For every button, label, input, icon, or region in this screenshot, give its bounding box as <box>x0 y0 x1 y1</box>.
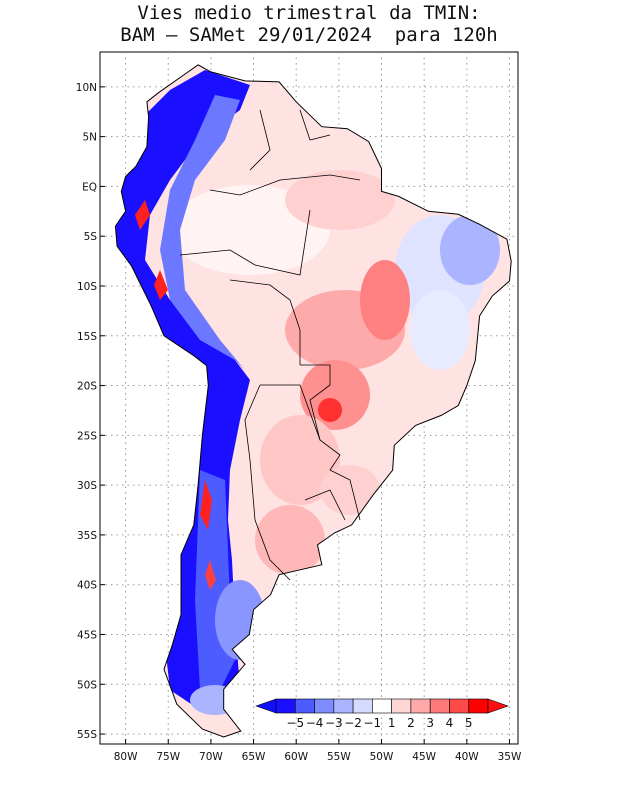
colorbar-label: −4 <box>306 716 324 730</box>
lat-tick-label: 45S <box>77 629 97 641</box>
lon-tick-label: 45W <box>412 751 436 763</box>
lon-tick-label: 60W <box>284 751 308 763</box>
latitude-axis: 10N 5N EQ 5S 10S 15S 20S 25S 30S 35S 40S 45S 50S 55S <box>76 82 105 741</box>
title-line-2: BAM – SAMet 29/01/2024 para 120h <box>120 24 498 46</box>
lat-tick-label: 10N <box>76 82 97 94</box>
colorbar-label: −3 <box>325 716 343 730</box>
lat-tick-label: 5S <box>84 231 98 243</box>
lon-tick-label: 75W <box>156 751 180 763</box>
lon-tick-label: 50W <box>370 751 394 763</box>
lon-tick-label: 80W <box>114 751 138 763</box>
colorbar-swatch <box>468 698 489 714</box>
lat-tick-label: 55S <box>77 729 97 741</box>
colorbar: −5 −4 −3 −2 −1 1 2 3 4 5 <box>255 698 509 730</box>
lat-tick-label: 5N <box>82 132 97 144</box>
lon-tick-label: 70W <box>199 751 223 763</box>
lon-tick-label: 35W <box>498 751 522 763</box>
lat-tick-label: 40S <box>77 580 97 592</box>
colorbar-swatch <box>410 698 431 714</box>
colorbar-label: 3 <box>426 716 434 730</box>
lat-tick-label: EQ <box>82 181 97 193</box>
colorbar-label: 2 <box>407 716 415 730</box>
lon-tick-label: 40W <box>455 751 479 763</box>
colorbar-label: −2 <box>344 716 362 730</box>
coastline <box>114 64 512 738</box>
colorbar-label: −5 <box>286 716 304 730</box>
colorbar-label: 1 <box>388 716 396 730</box>
lat-tick-label: 50S <box>77 679 97 691</box>
colorbar-label: 5 <box>465 716 473 730</box>
lon-tick-label: 55W <box>327 751 351 763</box>
colorbar-swatch <box>372 698 392 714</box>
lat-tick-label: 30S <box>77 480 97 492</box>
lat-tick-label: 15S <box>77 331 97 343</box>
lat-tick-label: 35S <box>77 530 97 542</box>
lon-tick-label: 65W <box>242 751 266 763</box>
colorbar-swatch <box>314 698 335 714</box>
map-title: Vies medio trimestral da TMIN: BAM – SAM… <box>0 2 618 46</box>
lat-tick-label: 20S <box>77 381 97 393</box>
colorbar-swatch <box>333 698 354 714</box>
lat-tick-label: 10S <box>77 281 97 293</box>
title-line-1: Vies medio trimestral da TMIN: <box>137 2 481 24</box>
colorbar-swatch <box>294 698 315 714</box>
colorbar-swatch <box>352 698 373 714</box>
colorbar-swatch <box>275 698 296 714</box>
country-borders <box>179 109 361 581</box>
lat-tick-label: 25S <box>77 430 97 442</box>
colorbar-swatch <box>449 698 470 714</box>
colorbar-swatch <box>391 698 412 714</box>
colorbar-label: −1 <box>364 716 382 730</box>
colorbar-swatch <box>429 698 450 714</box>
longitude-axis: 80W 75W 70W 65W 60W 55W 50W 45W 40W 35W <box>114 739 522 763</box>
colorbar-label: 4 <box>446 716 454 730</box>
colorbar-max-arrow <box>487 698 509 714</box>
